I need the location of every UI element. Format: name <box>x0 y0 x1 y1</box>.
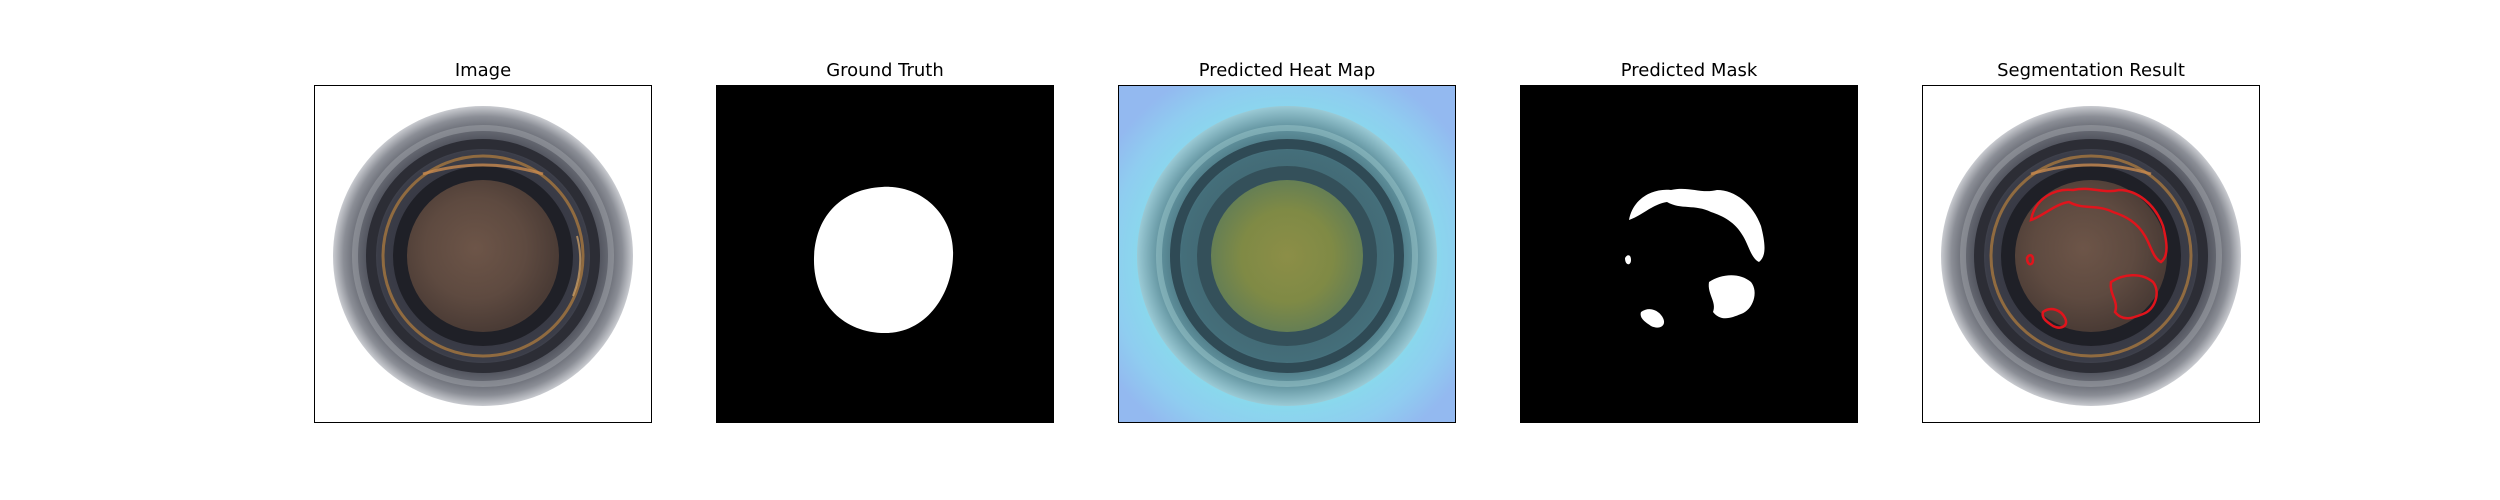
predicted-mask <box>1521 86 1857 422</box>
panel-predicted-mask: Predicted Mask <box>1520 0 1858 500</box>
heat-map-frame <box>1118 85 1456 423</box>
segmentation-overlay <box>1923 86 2259 422</box>
panel-title: Image <box>454 60 512 81</box>
panel-title: Segmentation Result <box>1997 60 2185 81</box>
mask-blob-bottom-left <box>1640 309 1665 328</box>
panel-title: Predicted Heat Map <box>1198 60 1376 81</box>
mask-blob-small <box>1625 255 1631 265</box>
panel-title: Ground Truth <box>826 60 944 81</box>
heat-map-overlay <box>1119 86 1455 422</box>
panel-title: Predicted Mask <box>1620 60 1758 81</box>
ground-truth-frame <box>716 85 1054 423</box>
ground-truth-region <box>813 186 954 334</box>
panel-heat-map: Predicted Heat Map <box>1118 0 1456 500</box>
bottle-cap-photo <box>315 86 651 422</box>
ground-truth-mask <box>717 86 1053 422</box>
panel-ground-truth: Ground Truth <box>716 0 1054 500</box>
segmentation-frame <box>1922 85 2260 423</box>
mask-blob-top <box>1629 188 1765 262</box>
panel-segmentation-result: Segmentation Result <box>1922 0 2260 500</box>
image-frame <box>314 85 652 423</box>
panel-image: Image <box>314 0 652 500</box>
mask-blob-right <box>1708 275 1755 319</box>
predicted-mask-frame <box>1520 85 1858 423</box>
segmentation-contours <box>2025 187 2168 329</box>
